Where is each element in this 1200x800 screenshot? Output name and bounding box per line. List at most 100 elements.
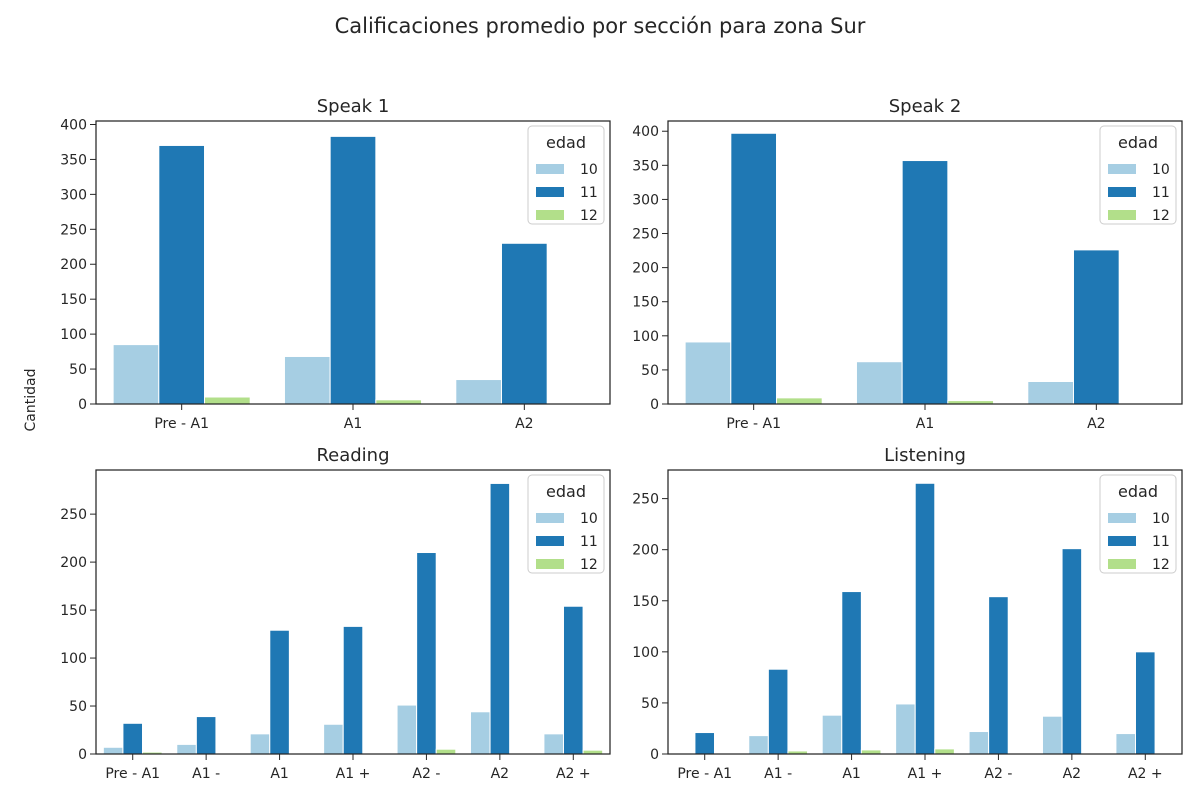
x-tick-label: A2 + bbox=[1128, 766, 1163, 782]
bar-10-A1+ bbox=[895, 703, 916, 755]
x-tick-label: A2 bbox=[515, 416, 533, 432]
legend-swatch-12 bbox=[1108, 559, 1136, 569]
legend-label-12: 12 bbox=[580, 208, 598, 224]
plot-frame bbox=[667, 120, 1183, 405]
x-tick-label: A2 - bbox=[412, 766, 440, 782]
x-tick-label: Pre - A1 bbox=[154, 416, 209, 432]
y-tick-label: 200 bbox=[60, 555, 87, 571]
x-tick-label: A2 - bbox=[984, 766, 1012, 782]
legend-swatch-10 bbox=[1108, 513, 1136, 523]
plot-frame bbox=[95, 469, 611, 755]
legend-label-10: 10 bbox=[580, 162, 598, 178]
y-tick-label: 350 bbox=[632, 158, 659, 174]
bar-10-A2- bbox=[968, 731, 990, 755]
bar-11-A2- bbox=[988, 596, 1009, 755]
x-tick-label: A2 bbox=[1087, 416, 1105, 432]
x-tick-label: Pre - A1 bbox=[677, 766, 732, 782]
bar-11-A1- bbox=[767, 668, 789, 755]
y-tick-label: 100 bbox=[60, 327, 87, 343]
y-tick-label: 100 bbox=[60, 651, 87, 667]
bar-11-A1 bbox=[901, 160, 949, 405]
legend-title: edad bbox=[546, 482, 586, 501]
legend-swatch-12 bbox=[1108, 210, 1136, 220]
y-tick-label: 100 bbox=[632, 645, 659, 661]
y-tick-label: 350 bbox=[60, 152, 87, 168]
bar-10-A1- bbox=[748, 735, 769, 755]
x-tick-label: A1 + bbox=[336, 766, 371, 782]
chart-title: Speak 1 bbox=[317, 96, 390, 117]
bar-11-Pre-A1 bbox=[730, 132, 778, 405]
y-tick-label: 150 bbox=[60, 292, 87, 308]
bar-11-A2 bbox=[1061, 548, 1083, 755]
y-tick-label: 250 bbox=[60, 222, 87, 238]
y-tick-label: 0 bbox=[650, 397, 659, 413]
legend-label-11: 11 bbox=[1152, 534, 1170, 550]
y-tick-label: 0 bbox=[78, 747, 87, 763]
bar-11-A2+ bbox=[1134, 651, 1156, 755]
legend-swatch-10 bbox=[1108, 164, 1136, 174]
x-tick-label: Pre - A1 bbox=[105, 766, 160, 782]
y-tick-label: 300 bbox=[632, 192, 659, 208]
y-tick-label: 400 bbox=[632, 124, 659, 140]
legend-swatch-10 bbox=[536, 513, 564, 523]
y-tick-label: 250 bbox=[60, 507, 87, 523]
chart-title: Listening bbox=[884, 445, 966, 466]
bar-10-Pre-A1 bbox=[684, 341, 732, 405]
legend-label-12: 12 bbox=[580, 557, 598, 573]
y-tick-label: 300 bbox=[60, 187, 87, 203]
legend-title: edad bbox=[1118, 482, 1158, 501]
x-tick-label: A2 + bbox=[556, 766, 591, 782]
legend-label-11: 11 bbox=[580, 185, 598, 201]
x-tick-label: A2 bbox=[491, 766, 509, 782]
legend-label-12: 12 bbox=[1152, 557, 1170, 573]
plot-frame bbox=[95, 120, 611, 405]
legend-swatch-12 bbox=[536, 559, 564, 569]
chart-title: Speak 2 bbox=[889, 96, 962, 117]
x-tick-label: A1 - bbox=[192, 766, 220, 782]
x-tick-label: A1 - bbox=[764, 766, 792, 782]
legend-label-12: 12 bbox=[1152, 208, 1170, 224]
chart-title: Reading bbox=[316, 445, 389, 466]
x-tick-label: Pre - A1 bbox=[726, 416, 781, 432]
legend-box bbox=[1099, 474, 1177, 574]
legend-label-10: 10 bbox=[1152, 162, 1170, 178]
plot-frame bbox=[667, 469, 1183, 755]
y-tick-label: 100 bbox=[632, 329, 659, 345]
y-tick-label: 250 bbox=[632, 492, 659, 508]
bar-10-A2 bbox=[1041, 715, 1063, 755]
bar-11-Pre-A1 bbox=[694, 732, 716, 755]
bar-10-A2+ bbox=[1115, 733, 1136, 755]
legend-label-11: 11 bbox=[1152, 185, 1170, 201]
bar-10-A1 bbox=[821, 714, 843, 755]
y-tick-label: 200 bbox=[60, 257, 87, 273]
legend-box bbox=[1099, 125, 1177, 225]
bar-12-A1+ bbox=[934, 748, 955, 755]
bar-10-Pre-A1 bbox=[112, 344, 160, 405]
x-tick-label: A1 bbox=[842, 766, 860, 782]
y-tick-label: 400 bbox=[60, 117, 87, 133]
legend-box bbox=[527, 474, 605, 574]
legend-title: edad bbox=[1118, 133, 1158, 152]
legend-label-10: 10 bbox=[580, 511, 598, 527]
legend-title: edad bbox=[546, 133, 586, 152]
legend-label-10: 10 bbox=[1152, 511, 1170, 527]
legend-label-11: 11 bbox=[580, 534, 598, 550]
y-tick-label: 50 bbox=[641, 696, 659, 712]
x-tick-label: A2 bbox=[1063, 766, 1081, 782]
legend-swatch-11 bbox=[536, 536, 564, 546]
y-tick-label: 150 bbox=[632, 594, 659, 610]
legend-swatch-10 bbox=[536, 164, 564, 174]
bar-11-A1 bbox=[841, 591, 862, 755]
legend-box bbox=[527, 125, 605, 225]
y-tick-label: 50 bbox=[69, 362, 87, 378]
legend-swatch-11 bbox=[1108, 187, 1136, 197]
legend-swatch-12 bbox=[536, 210, 564, 220]
y-tick-label: 200 bbox=[632, 543, 659, 559]
y-tick-label: 0 bbox=[650, 747, 659, 763]
legend-swatch-11 bbox=[1108, 536, 1136, 546]
y-tick-label: 50 bbox=[641, 363, 659, 379]
